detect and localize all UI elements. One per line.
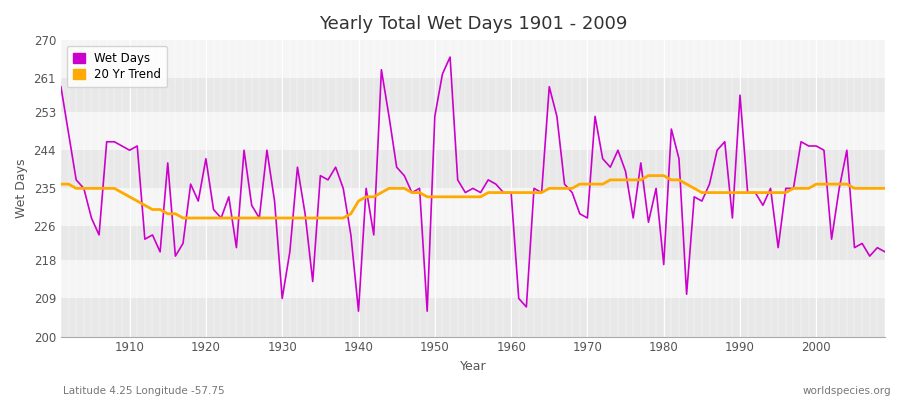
Wet Days [513,296,524,301]
Bar [61,112,885,150]
Line: Wet Days: Wet Days [61,57,885,311]
20 Yr Trend [605,178,616,182]
20 Yr Trend [117,190,128,195]
Bar [61,188,885,226]
20 Yr Trend [644,173,654,178]
Wet Days [613,148,624,153]
20 Yr Trend [338,216,348,220]
Wet Days [284,250,295,254]
Text: Latitude 4.25 Longitude -57.75: Latitude 4.25 Longitude -57.75 [63,386,225,396]
Wet Days [879,250,890,254]
Bar [61,78,885,112]
Title: Yearly Total Wet Days 1901 - 2009: Yearly Total Wet Days 1901 - 2009 [319,15,627,33]
Line: 20 Yr Trend: 20 Yr Trend [61,176,885,218]
Bar [61,150,885,188]
Wet Days [56,84,67,89]
20 Yr Trend [513,190,524,195]
20 Yr Trend [292,216,303,220]
X-axis label: Year: Year [460,360,486,373]
Wet Days [521,304,532,309]
Wet Days [353,309,364,314]
Bar [61,226,885,260]
Wet Days [117,144,128,148]
20 Yr Trend [56,182,67,186]
Y-axis label: Wet Days: Wet Days [15,158,28,218]
Wet Days [445,55,455,60]
Bar [61,40,885,78]
20 Yr Trend [506,190,517,195]
20 Yr Trend [177,216,188,220]
Bar [61,298,885,336]
20 Yr Trend [879,186,890,191]
Wet Days [330,165,341,170]
Bar [61,260,885,298]
Text: worldspecies.org: worldspecies.org [803,386,891,396]
Legend: Wet Days, 20 Yr Trend: Wet Days, 20 Yr Trend [67,46,166,87]
